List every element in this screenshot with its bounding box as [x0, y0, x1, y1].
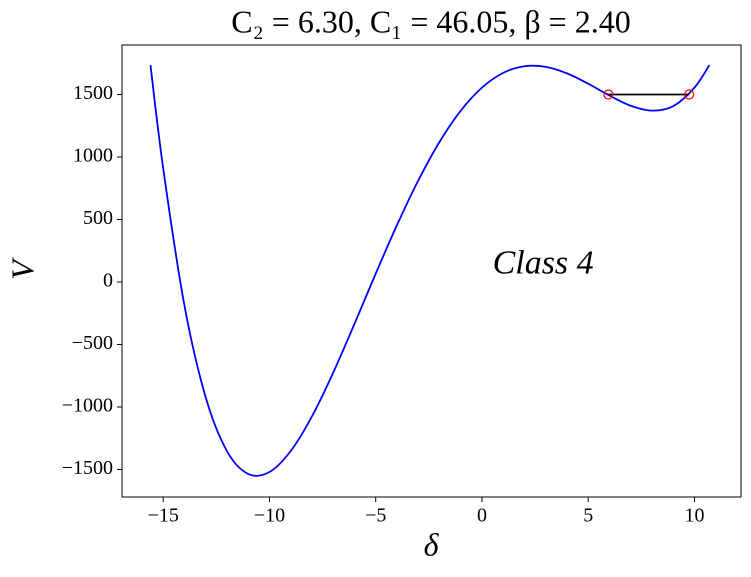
x-tick-label: −5 — [365, 505, 386, 527]
data-line — [149, 64, 711, 477]
y-tick-label: 0 — [103, 270, 113, 292]
x-tick-label: 5 — [583, 505, 593, 527]
chart-title: C₂ = 6.30, C₁ = 46.05, β = 2.40 — [231, 3, 630, 39]
x-axis-label: δ — [424, 526, 440, 562]
y-tick-label: −500 — [72, 332, 113, 354]
x-tick-label: 10 — [684, 505, 704, 527]
y-tick-label: 500 — [83, 207, 113, 229]
x-tick-label: −15 — [148, 505, 179, 527]
marker — [684, 89, 695, 100]
plot-frame — [121, 44, 742, 498]
x-tick-label: −10 — [254, 505, 285, 527]
annotation: Class 4 — [493, 245, 594, 282]
marker — [603, 89, 614, 100]
y-tick-label: −1500 — [62, 457, 113, 479]
y-tick-label: 1500 — [73, 82, 113, 104]
y-axis-label: V — [4, 257, 40, 280]
y-tick-label: −1000 — [62, 395, 113, 417]
x-tick-label: 0 — [477, 505, 487, 527]
y-tick-label: 1000 — [73, 145, 113, 167]
